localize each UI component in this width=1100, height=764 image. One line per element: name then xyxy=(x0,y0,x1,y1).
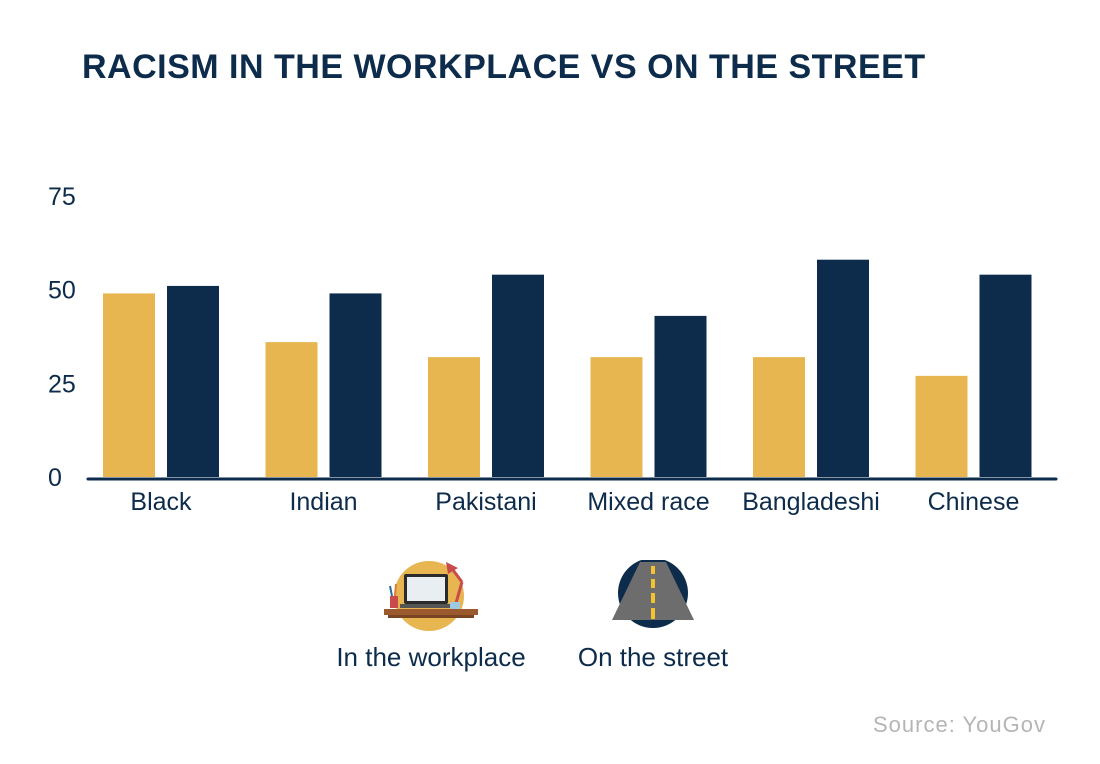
legend-label-workplace: In the workplace xyxy=(336,642,526,672)
y-tick-label: 0 xyxy=(48,464,62,492)
legend-label-street: On the street xyxy=(577,642,729,672)
x-tick-label: Chinese xyxy=(928,488,1020,516)
bar-workplace-black xyxy=(103,293,155,477)
legend-item-street: On the street xyxy=(578,558,728,680)
bar-street-pakistani xyxy=(492,274,544,477)
bar-workplace-bangladeshi xyxy=(753,357,805,477)
bar-workplace-pakistani xyxy=(428,357,480,477)
bar-workplace-indian xyxy=(265,342,318,477)
x-tick-label: Bangladeshi xyxy=(742,488,880,516)
bar-street-bangladeshi xyxy=(817,259,869,477)
y-tick-label: 25 xyxy=(48,370,76,398)
bar-street-indian xyxy=(329,293,382,477)
x-axis-labels: Black Indian Pakistani Mixed race Bangladesh… xyxy=(130,488,1019,516)
desk-laptop-icon xyxy=(384,561,478,631)
bar-workplace-chinese xyxy=(915,375,968,477)
y-tick-label: 50 xyxy=(48,277,76,305)
y-tick-label: 75 xyxy=(48,183,76,211)
bar-street-chinese xyxy=(979,274,1032,477)
x-tick-label: Pakistani xyxy=(435,488,536,516)
x-tick-label: Mixed race xyxy=(587,488,709,516)
source-note: Source: YouGov xyxy=(872,712,1046,737)
bar-street-mixed-race xyxy=(654,315,707,477)
legend-item-workplace: In the workplace xyxy=(336,560,526,680)
x-tick-label: Indian xyxy=(289,488,357,516)
legend: In the workplace On the street xyxy=(0,558,1100,680)
y-axis-ticks: 0 25 50 75 xyxy=(48,183,76,492)
bar-chart: 0 25 50 75 Black Indian Pakistani Mixed race Ba… xyxy=(48,183,1058,516)
bars xyxy=(103,259,1032,477)
bar-workplace-mixed-race xyxy=(590,357,643,477)
chart-title: RACISM IN THE WORKPLACE VS ON THE STREET xyxy=(82,48,926,86)
x-tick-label: Black xyxy=(130,488,192,516)
bar-street-black xyxy=(167,285,219,477)
road-icon xyxy=(612,558,694,628)
